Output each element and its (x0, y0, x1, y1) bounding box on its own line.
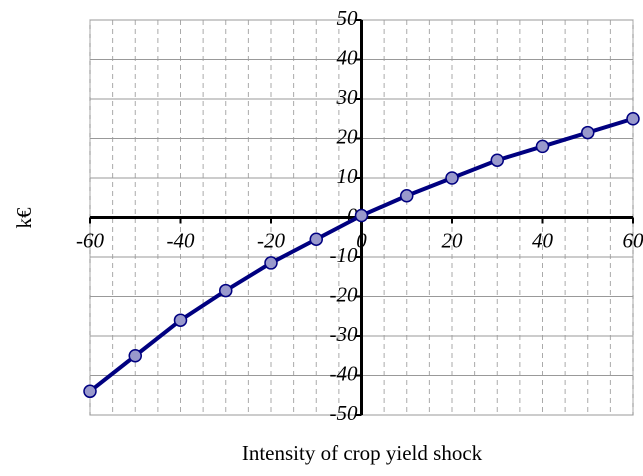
point (220, 285, 232, 297)
point (356, 210, 368, 222)
point (627, 113, 639, 125)
point (491, 154, 503, 166)
x-tick-label: 20 (442, 228, 464, 252)
x-tick-label: 60 (623, 228, 643, 252)
point (175, 314, 187, 326)
point (84, 385, 96, 397)
y-tick-label: 40 (337, 45, 359, 69)
x-tick-label: 40 (532, 228, 554, 252)
y-tick-label: -10 (330, 243, 358, 267)
point (401, 190, 413, 202)
y-tick-label: -50 (330, 401, 358, 425)
x-tick-label: 0 (356, 228, 367, 252)
y-tick-label: 10 (337, 164, 359, 188)
y-tick-label: -30 (330, 322, 358, 346)
y-tick-label: 20 (337, 124, 359, 148)
point (310, 233, 322, 245)
y-tick-label: -40 (330, 361, 358, 385)
point (265, 257, 277, 269)
x-axis-label: Intensity of crop yield shock (242, 441, 483, 465)
x-tick-label: -20 (257, 228, 285, 252)
y-tick-label: 30 (336, 85, 359, 109)
y-axis-label: k€ (12, 207, 36, 229)
point (129, 350, 141, 362)
x-tick-label: -40 (167, 228, 195, 252)
point (446, 172, 458, 184)
y-tick-label: 50 (337, 6, 359, 30)
y-tick-label: -20 (330, 282, 358, 306)
x-tick-label: -60 (76, 228, 104, 252)
point (537, 140, 549, 152)
point (582, 127, 594, 139)
